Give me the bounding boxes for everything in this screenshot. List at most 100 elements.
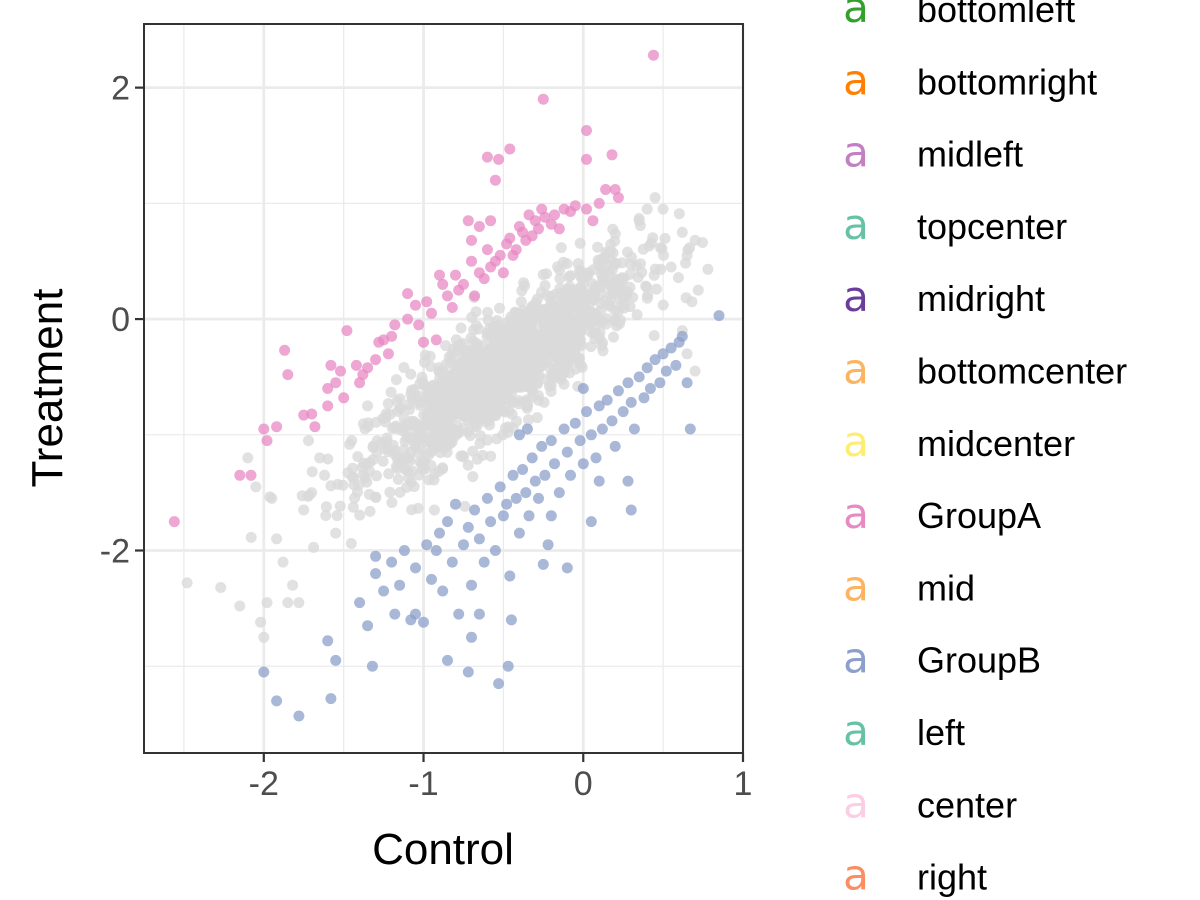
legend-label-groupa: GroupA bbox=[917, 495, 1041, 536]
legend-key-groupa: a bbox=[843, 489, 869, 538]
point-background bbox=[511, 314, 523, 326]
point-background bbox=[425, 361, 437, 372]
point-groupb bbox=[536, 440, 548, 452]
point-groupa bbox=[335, 365, 346, 377]
point-background bbox=[384, 486, 396, 498]
point-background bbox=[371, 435, 383, 447]
point-background bbox=[462, 459, 474, 471]
point-background bbox=[298, 504, 310, 516]
point-background bbox=[566, 298, 578, 310]
point-groupb bbox=[504, 570, 516, 582]
point-background bbox=[481, 330, 493, 342]
point-groupa bbox=[261, 435, 273, 447]
point-groupb bbox=[641, 362, 653, 374]
point-background bbox=[441, 446, 453, 458]
point-groupa bbox=[430, 334, 442, 346]
point-groupb bbox=[501, 498, 513, 510]
point-background bbox=[649, 263, 661, 275]
point-background bbox=[604, 300, 616, 312]
point-groupa bbox=[354, 377, 366, 389]
point-background bbox=[665, 261, 677, 273]
point-groupb bbox=[426, 573, 437, 585]
point-groupa bbox=[478, 273, 490, 285]
point-groupb bbox=[596, 423, 608, 435]
point-background bbox=[609, 235, 621, 247]
point-groupb bbox=[542, 539, 554, 551]
point-background bbox=[590, 308, 602, 320]
point-groupa bbox=[587, 215, 599, 227]
point-groupb bbox=[549, 458, 560, 470]
point-background bbox=[457, 360, 469, 372]
point-background bbox=[561, 258, 573, 270]
legend-label-left: left bbox=[917, 712, 965, 753]
point-background bbox=[322, 453, 334, 465]
point-groupa bbox=[497, 267, 509, 279]
point-groupa bbox=[362, 362, 374, 374]
point-groupb bbox=[581, 406, 592, 418]
legend-label-midleft: midleft bbox=[917, 134, 1023, 175]
point-groupb bbox=[493, 678, 505, 690]
point-groupb bbox=[657, 348, 669, 360]
point-background bbox=[354, 509, 366, 521]
point-background bbox=[509, 367, 520, 379]
point-groupa bbox=[466, 255, 477, 267]
point-background bbox=[264, 491, 276, 503]
point-background bbox=[482, 348, 494, 360]
point-background bbox=[673, 208, 685, 220]
point-groupb bbox=[545, 510, 557, 522]
legend-label-topcenter: topcenter bbox=[917, 206, 1067, 247]
point-background bbox=[347, 501, 359, 513]
point-background bbox=[554, 264, 566, 276]
point-background bbox=[522, 331, 534, 343]
point-groupa bbox=[462, 215, 474, 227]
point-background bbox=[396, 456, 408, 468]
point-background bbox=[615, 277, 627, 289]
point-background bbox=[344, 438, 356, 450]
point-groupa bbox=[282, 369, 294, 381]
point-groupa bbox=[581, 125, 592, 136]
point-groupb bbox=[478, 556, 490, 568]
point-background bbox=[437, 462, 449, 474]
point-groupb bbox=[434, 527, 445, 539]
point-background bbox=[657, 203, 669, 215]
point-background bbox=[261, 597, 273, 609]
point-background bbox=[579, 314, 591, 326]
point-background bbox=[367, 454, 379, 466]
point-background bbox=[399, 435, 411, 447]
point-groupb bbox=[462, 521, 474, 533]
legend-key-midleft: a bbox=[843, 128, 869, 177]
x-tick-label: 0 bbox=[574, 765, 593, 803]
point-groupb bbox=[628, 423, 640, 435]
point-background bbox=[526, 385, 538, 397]
point-background bbox=[502, 316, 514, 328]
point-background bbox=[319, 469, 330, 481]
point-groupb bbox=[410, 562, 421, 574]
data-points bbox=[168, 49, 725, 722]
point-background bbox=[576, 285, 588, 297]
point-background bbox=[465, 404, 477, 416]
point-background bbox=[433, 433, 445, 445]
point-groupb bbox=[271, 695, 283, 707]
point-groupa bbox=[526, 230, 538, 242]
point-groupb bbox=[325, 693, 337, 705]
point-groupb bbox=[481, 492, 493, 504]
point-background bbox=[499, 401, 511, 413]
point-background bbox=[459, 500, 471, 512]
point-groupb bbox=[450, 498, 461, 510]
point-background bbox=[271, 533, 283, 545]
point-groupa bbox=[569, 200, 581, 212]
point-background bbox=[380, 411, 392, 423]
point-groupb bbox=[497, 510, 509, 522]
point-background bbox=[467, 395, 479, 407]
point-groupa bbox=[258, 423, 270, 435]
point-background bbox=[385, 386, 397, 398]
point-background bbox=[413, 469, 425, 481]
point-background bbox=[287, 579, 299, 591]
point-background bbox=[416, 444, 428, 456]
point-background bbox=[533, 334, 544, 346]
point-groupb bbox=[462, 666, 474, 678]
point-background bbox=[570, 363, 582, 375]
point-background bbox=[536, 286, 547, 298]
point-groupb bbox=[526, 452, 538, 464]
